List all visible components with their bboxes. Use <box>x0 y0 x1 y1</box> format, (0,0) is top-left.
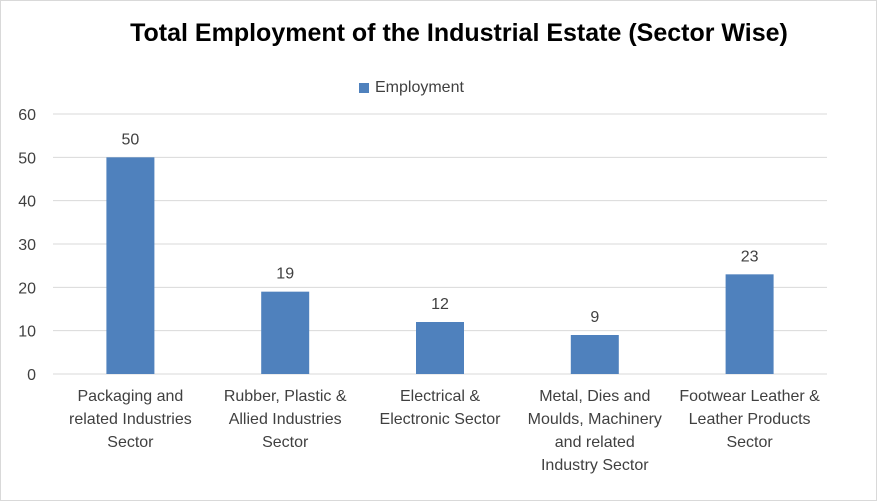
x-tick-label-line: Moulds, Machinery <box>527 411 662 428</box>
data-label: 50 <box>122 131 140 148</box>
x-tick-label-line: Metal, Dies and <box>539 388 651 405</box>
legend: Employment <box>359 78 464 98</box>
data-label: 12 <box>431 296 449 313</box>
x-tick-label: Rubber, Plastic & Allied Industries Sector <box>207 385 363 454</box>
x-tick-label: Packaging and related Industries Sector <box>52 385 208 454</box>
bar <box>261 291 310 374</box>
x-tick-label-line: Packaging and <box>77 388 184 405</box>
data-label: 19 <box>276 266 294 283</box>
y-tick-label: 20 <box>18 280 36 297</box>
y-tick-label: 60 <box>18 107 36 124</box>
x-tick-label-line: and related <box>554 434 635 451</box>
chart-title: Total Employment of the Industrial Estat… <box>130 19 788 47</box>
x-tick-label-line: Rubber, Plastic & <box>223 388 347 405</box>
x-tick-label-line: Electronic Sector <box>379 411 501 428</box>
y-tick-label: 40 <box>18 194 36 211</box>
data-label: 9 <box>590 309 599 326</box>
legend-swatch <box>359 83 369 93</box>
x-tick-label: Metal, Dies and Moulds, Machinery and rela… <box>517 385 673 477</box>
x-tick-label: Electrical & Electronic Sector <box>362 385 518 431</box>
x-tick-label-line: Sector <box>262 434 309 451</box>
y-tick-label: 30 <box>18 237 36 254</box>
x-tick-label-line: Sector <box>726 434 773 451</box>
x-tick-label-line: Footwear Leather & <box>679 388 820 405</box>
x-tick-label-line: related Industries <box>69 411 192 428</box>
y-tick-label: 10 <box>18 324 36 341</box>
legend-label: Employment <box>375 79 464 96</box>
bar <box>570 335 619 374</box>
x-tick-label-line: Allied Industries <box>228 411 342 428</box>
data-label: 23 <box>741 248 759 265</box>
bar <box>416 322 464 374</box>
bar <box>106 157 155 374</box>
bar <box>725 274 774 374</box>
y-tick-label: 50 <box>18 150 36 167</box>
x-tick-label-line: Sector <box>107 434 154 451</box>
y-tick-label: 0 <box>27 367 36 384</box>
x-tick-label-line: Leather Products <box>688 411 811 428</box>
x-tick-label: Footwear Leather & Leather Products Sector <box>672 385 828 454</box>
x-tick-label-line: Industry Sector <box>540 457 649 474</box>
x-tick-label-line: Electrical & <box>399 388 481 405</box>
